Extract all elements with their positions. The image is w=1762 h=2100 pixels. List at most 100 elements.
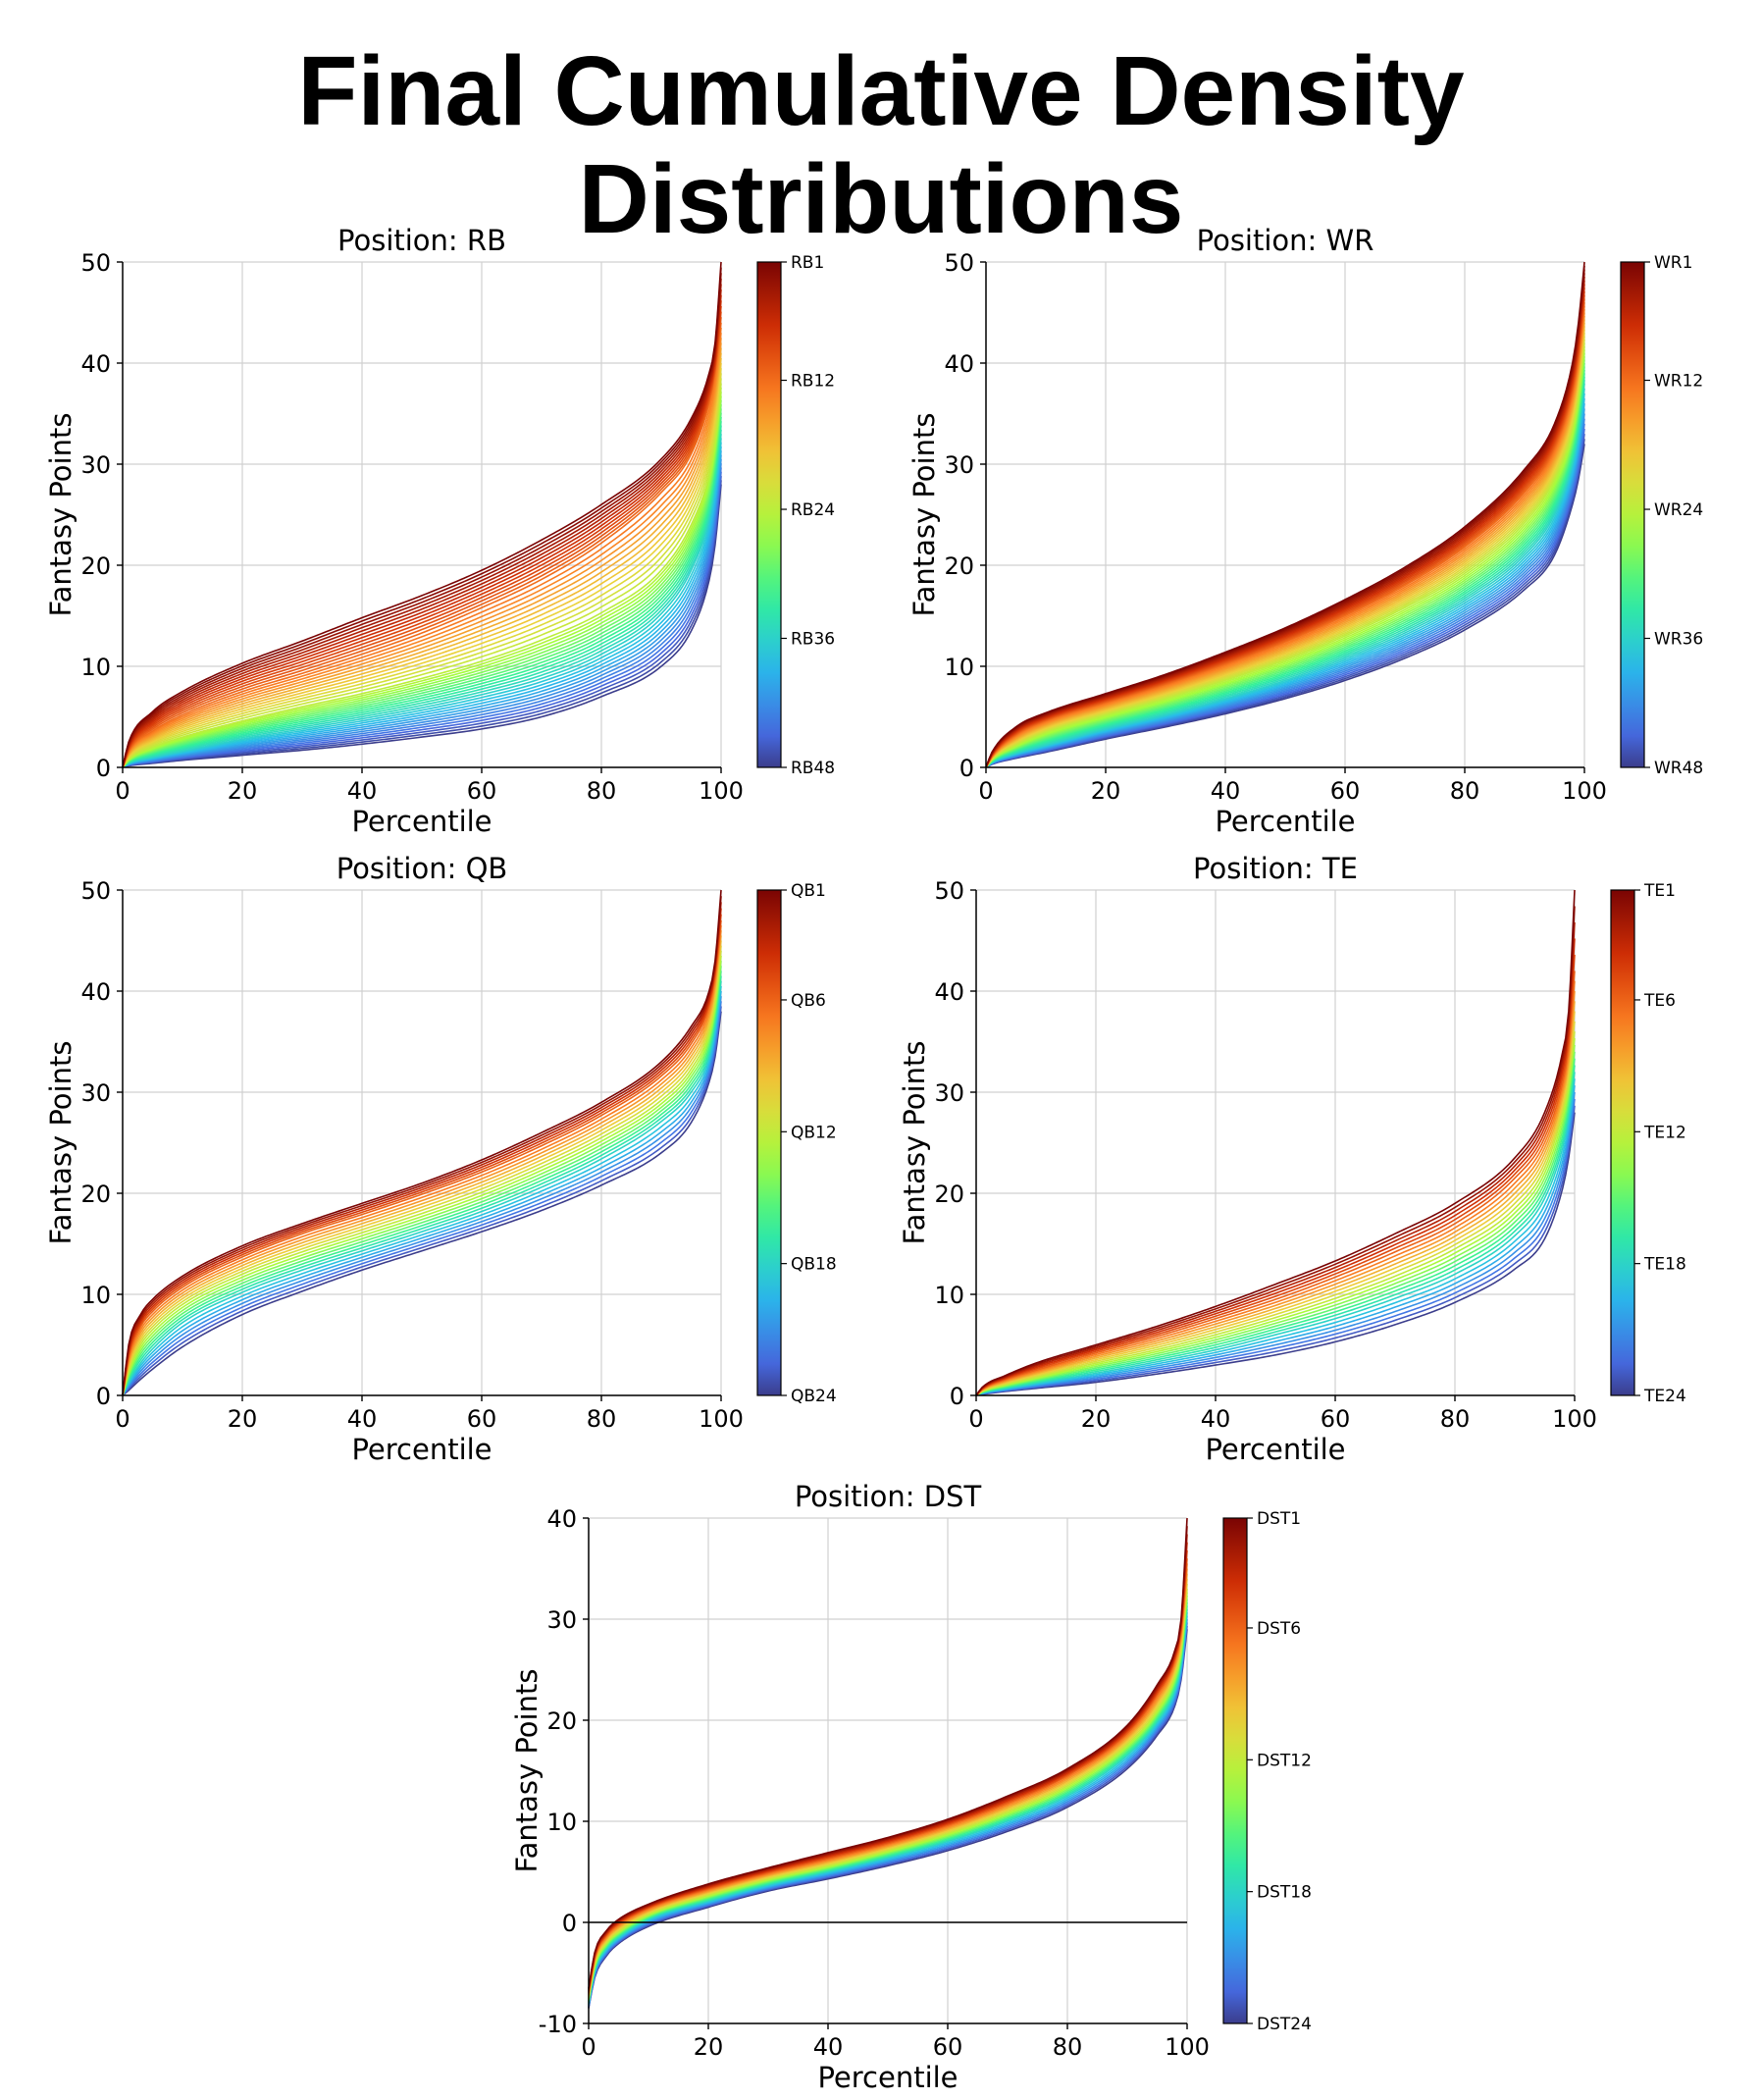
colorbar-label: RB24 — [791, 500, 835, 520]
series-line-24 — [122, 1011, 722, 1396]
series-line-8 — [122, 300, 722, 768]
series-group — [122, 889, 722, 1396]
series-line-14 — [588, 1595, 1188, 2001]
series-line-31 — [985, 366, 1585, 768]
x-tick-label: 0 — [115, 777, 130, 805]
series-line-2 — [975, 906, 1576, 1396]
x-tick-label: 0 — [978, 777, 993, 805]
x-tick-label: 20 — [1091, 777, 1121, 805]
chart-qb: 0 20 40 60 80 100 0 10 20 30 40 50 Position: QB Perce… — [44, 852, 837, 1466]
x-tick-label: 20 — [228, 777, 258, 805]
series-line-19 — [588, 1612, 1188, 2005]
colorbar-label: QB24 — [791, 1387, 837, 1406]
series-line-39 — [122, 446, 722, 768]
colorbar-label: RB1 — [791, 253, 824, 273]
series-line-20 — [122, 362, 722, 768]
series-line-36 — [122, 434, 722, 768]
series-line-42 — [122, 458, 722, 768]
colorbar-label: TE18 — [1643, 1255, 1686, 1275]
colorbar-label: QB6 — [791, 991, 826, 1011]
series-line-6 — [975, 971, 1576, 1396]
colorbar-label: WR12 — [1654, 372, 1703, 392]
series-line-22 — [588, 1622, 1188, 2007]
y-tick-label: -10 — [539, 2011, 577, 2038]
series-line-15 — [985, 312, 1585, 768]
series-line-21 — [122, 996, 722, 1396]
series-line-15 — [975, 1051, 1576, 1396]
series-line-3 — [122, 273, 722, 768]
series-line-1 — [985, 261, 1585, 768]
series-line-4 — [122, 908, 722, 1396]
series-line-10 — [588, 1578, 1188, 1997]
x-tick-label: 60 — [1330, 777, 1361, 805]
series-line-8 — [588, 1568, 1188, 1995]
colorbar-label: WR36 — [1654, 630, 1703, 650]
series-line-19 — [985, 326, 1585, 768]
series-line-14 — [122, 333, 722, 768]
series-line-41 — [122, 454, 722, 768]
series-line-24 — [122, 383, 722, 768]
series-line-7 — [588, 1563, 1188, 1995]
series-line-44 — [122, 467, 722, 768]
series-line-11 — [122, 317, 722, 768]
series-line-24 — [985, 342, 1585, 768]
series-line-16 — [122, 971, 722, 1396]
x-tick-label: 0 — [581, 2033, 596, 2061]
colorbar-label: DST24 — [1257, 2015, 1312, 2034]
series-line-18 — [122, 980, 722, 1396]
colorbar-label: DST1 — [1257, 1509, 1301, 1529]
series-line-12 — [122, 322, 722, 768]
series-line-31 — [122, 412, 722, 768]
series-line-15 — [588, 1599, 1188, 2001]
x-tick-label: 80 — [587, 1405, 617, 1433]
y-tick-label: 20 — [944, 552, 974, 580]
series-line-11 — [588, 1583, 1188, 1998]
series-line-12 — [122, 950, 722, 1396]
series-group — [588, 1517, 1188, 2009]
series-line-23 — [975, 1105, 1576, 1396]
y-tick-label: 0 — [950, 1383, 964, 1410]
series-line-12 — [975, 1031, 1576, 1396]
x-tick-label: 80 — [587, 777, 617, 805]
x-tick-label: 20 — [1081, 1405, 1112, 1433]
y-tick-label: 50 — [944, 249, 974, 277]
y-tick-label: 10 — [80, 1282, 111, 1309]
series-line-5 — [122, 914, 722, 1396]
series-line-19 — [122, 985, 722, 1396]
series-line-13 — [588, 1592, 1188, 2000]
y-tick-label: 10 — [546, 1809, 577, 1836]
series-line-32 — [122, 416, 722, 768]
colorbar-label: WR1 — [1654, 253, 1692, 273]
chart-title: Position: TE — [1193, 852, 1358, 885]
x-tick-label: 60 — [933, 2033, 963, 2061]
series-line-40 — [122, 450, 722, 768]
series-line-20 — [122, 990, 722, 1396]
series-line-11 — [122, 945, 722, 1396]
series-line-15 — [122, 338, 722, 768]
y-tick-label: 50 — [934, 877, 964, 905]
y-tick-label: 40 — [944, 350, 974, 378]
colorbar — [1222, 1517, 1248, 2024]
series-line-18 — [122, 352, 722, 768]
colorbar-label: RB36 — [791, 630, 835, 650]
colorbar-label: TE1 — [1643, 881, 1676, 901]
series-line-28 — [122, 399, 722, 768]
series-line-13 — [975, 1037, 1576, 1396]
series-line-6 — [122, 289, 722, 768]
y-tick-label: 40 — [80, 350, 111, 378]
x-axis-label: Percentile — [1205, 1433, 1345, 1466]
series-line-8 — [975, 990, 1576, 1396]
series-line-1 — [122, 889, 722, 1396]
x-tick-label: 0 — [968, 1405, 983, 1433]
series-line-20 — [975, 1085, 1576, 1396]
series-line-2 — [122, 267, 722, 768]
x-tick-label: 60 — [467, 777, 497, 805]
series-line-32 — [985, 369, 1585, 768]
series-line-48 — [122, 484, 722, 768]
y-tick-label: 0 — [96, 1383, 111, 1410]
series-line-20 — [588, 1615, 1188, 2006]
colorbar — [1620, 261, 1645, 768]
series-line-46 — [122, 475, 722, 768]
series-line-5 — [122, 284, 722, 768]
